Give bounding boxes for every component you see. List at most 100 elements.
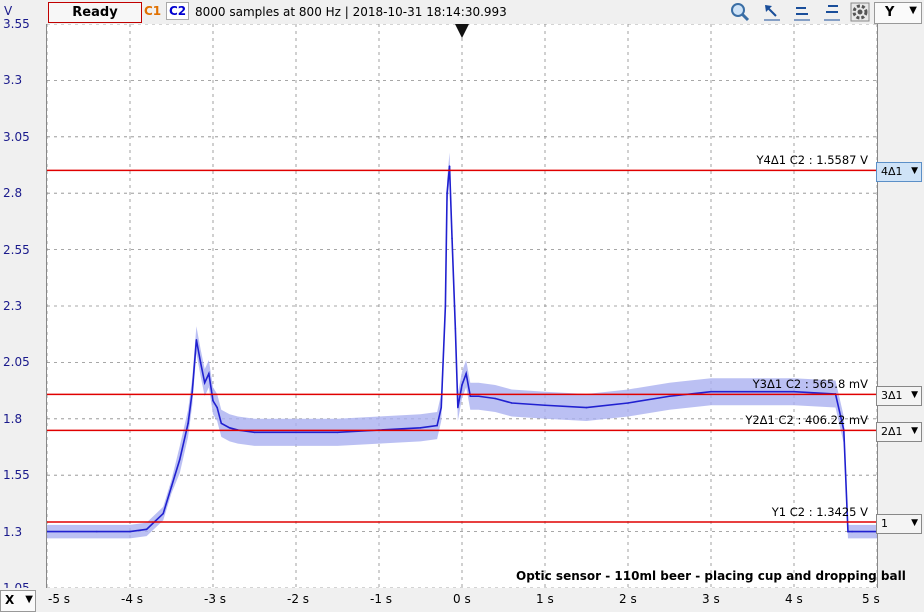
data-point <box>446 192 448 194</box>
data-point <box>448 165 451 167</box>
chevron-down-icon: ▼ <box>911 426 918 437</box>
status-button[interactable]: Ready <box>48 2 142 23</box>
acquisition-info: 8000 samples at 800 Hz | 2018-10-31 18:1… <box>195 5 507 19</box>
chevron-down-icon: ▼ <box>911 518 918 528</box>
data-point <box>477 395 480 398</box>
y-unit-label: V <box>4 4 13 18</box>
channel1-toggle[interactable]: C1 <box>144 4 162 18</box>
data-point <box>461 384 463 386</box>
data-point <box>454 327 457 330</box>
data-point <box>847 530 849 533</box>
cursor-button[interactable]: 3Δ1 ▼ <box>876 386 922 407</box>
data-point <box>187 422 189 425</box>
y-tick-label: 2.05 <box>3 355 30 370</box>
cursor-h2-icon[interactable] <box>822 2 842 22</box>
data-point <box>96 530 98 533</box>
cursor-button[interactable]: 4Δ1 ▼ <box>876 162 922 183</box>
y-tick-label: 1.8 <box>3 411 23 426</box>
x-tick-label: -2 s <box>287 592 310 606</box>
data-point <box>436 424 438 427</box>
data-point <box>199 361 202 364</box>
y-tick-label: 2.8 <box>3 186 23 201</box>
cursor-readout: Y4Δ1 C2 : 1.5587 V <box>756 153 868 168</box>
x-tick-label: 3 s <box>702 592 720 606</box>
plot-caption: Optic sensor - 110ml beer - placing cup … <box>516 569 906 583</box>
data-point <box>253 431 256 434</box>
y-axis-button[interactable]: Y ▼ <box>874 2 922 24</box>
data-point <box>451 237 453 240</box>
chevron-down-icon: ▼ <box>911 390 918 401</box>
x-tick-label: -3 s <box>204 592 227 606</box>
cursor-readout: Y2Δ1 C2 : 406.22 mV <box>745 413 868 428</box>
data-point <box>228 427 231 429</box>
x-axis-button[interactable]: X ▼ <box>0 590 36 612</box>
cursor-button[interactable]: 2Δ1 ▼ <box>876 422 922 443</box>
x-tick-label: 2 s <box>619 592 637 606</box>
data-point <box>751 390 754 393</box>
x-tick-label: 5 s <box>862 592 880 606</box>
cursor-button[interactable]: 1 ▼ <box>876 514 922 534</box>
data-point <box>129 530 131 533</box>
data-point <box>216 406 218 409</box>
x-axis-bar <box>0 588 924 612</box>
cursor-arrow-icon[interactable] <box>762 2 782 22</box>
cursor-readout: Y1 C2 : 1.3425 V <box>771 505 868 519</box>
data-point <box>494 397 497 400</box>
chevron-down-icon: ▼ <box>911 166 918 177</box>
data-point <box>511 402 513 404</box>
x-tick-label: 4 s <box>785 592 803 606</box>
data-point <box>220 422 223 425</box>
data-point <box>212 399 214 402</box>
data-point <box>440 406 443 409</box>
x-tick-label: -1 s <box>370 592 393 606</box>
cursor-button-label: 4Δ1 <box>881 165 903 179</box>
x-tick-label: 1 s <box>536 592 554 606</box>
settings-icon[interactable] <box>850 2 870 22</box>
y-axis-label: Y <box>885 5 895 20</box>
data-point <box>145 528 148 531</box>
x-tick-label: -5 s <box>48 592 71 606</box>
cursor-button-label: 3Δ1 <box>881 389 903 403</box>
data-point <box>444 305 447 307</box>
data-point <box>457 406 459 409</box>
data-point <box>627 402 629 404</box>
data-point <box>793 390 795 393</box>
data-point <box>179 458 181 461</box>
data-point <box>544 404 546 407</box>
data-point <box>162 512 164 515</box>
y-tick-label: 3.05 <box>3 129 30 144</box>
data-point <box>851 530 853 533</box>
zoom-icon[interactable] <box>730 2 750 22</box>
y-tick-label: 2.3 <box>3 299 23 313</box>
y-tick-label: 3.3 <box>3 73 23 88</box>
y-tick-label: 1.3 <box>3 524 23 539</box>
y-tick-label: 2.55 <box>3 242 30 257</box>
chevron-down-icon: ▼ <box>25 594 33 605</box>
data-point <box>465 372 467 375</box>
data-point <box>710 390 712 393</box>
channel2-toggle[interactable]: C2 <box>166 2 190 20</box>
cursor-readout: Y3Δ1 C2 : 565.8 mV <box>752 377 868 392</box>
data-point <box>668 395 671 398</box>
scope-chart[interactable] <box>47 24 877 588</box>
cursor-h-icon[interactable] <box>792 2 812 22</box>
data-point <box>195 339 198 341</box>
data-point <box>336 431 339 434</box>
trace-envelope <box>47 152 877 539</box>
y-tick-label: 1.55 <box>3 468 30 483</box>
plot-area[interactable] <box>46 24 878 588</box>
data-point <box>47 530 48 533</box>
y-tick-label: 3.55 <box>3 17 30 31</box>
x-tick-label: 0 s <box>453 592 471 606</box>
cursor-button-label: 1 <box>881 517 888 530</box>
data-point <box>469 395 472 398</box>
data-point <box>295 431 297 434</box>
x-tick-label: -4 s <box>121 592 144 606</box>
x-axis-label: X <box>5 593 15 607</box>
data-point <box>170 485 173 488</box>
data-point <box>208 372 210 375</box>
trigger-marker-icon <box>455 24 469 38</box>
data-point <box>419 427 422 429</box>
data-point <box>585 406 588 409</box>
cursor-button-label: 2Δ1 <box>881 425 903 439</box>
